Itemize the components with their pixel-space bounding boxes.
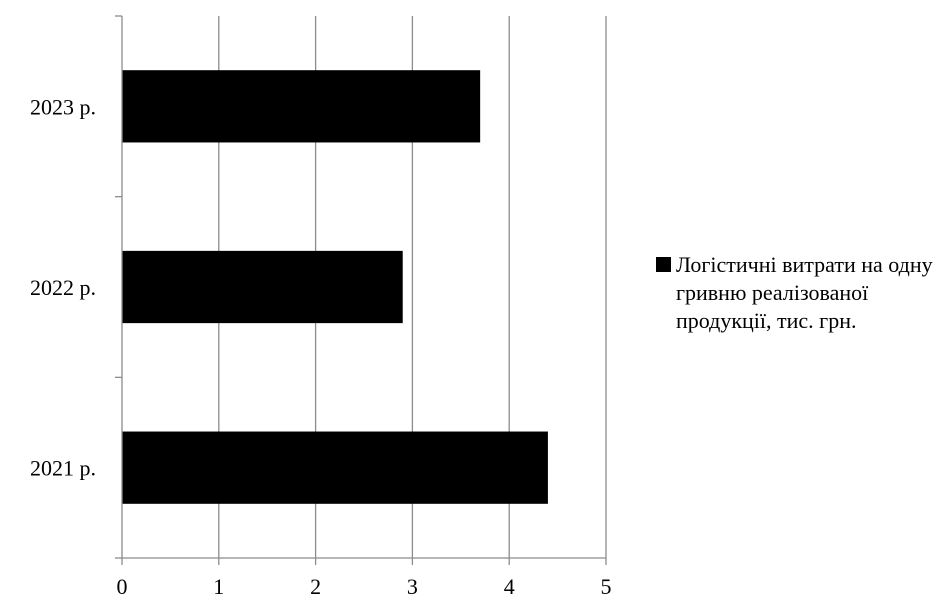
bar — [122, 431, 548, 504]
legend-label: Логістичні витрати на одну гривню реаліз… — [676, 252, 933, 333]
y-axis-category-labels: 2021 р. 2022 р. 2023 р. — [30, 94, 96, 480]
x-tick-label: 1 — [213, 574, 224, 599]
y-category-label: 2021 р. — [30, 456, 96, 481]
x-tick-label: 4 — [504, 574, 515, 599]
legend: Логістичні витрати на одну гривню реаліз… — [656, 251, 943, 335]
x-tick-label: 5 — [601, 574, 612, 599]
y-category-label: 2023 р. — [30, 94, 96, 119]
axes — [115, 15, 607, 565]
bar — [122, 250, 403, 324]
y-category-label: 2022 р. — [30, 275, 96, 300]
bar — [122, 70, 481, 143]
x-tick-label: 3 — [407, 574, 418, 599]
legend-swatch — [656, 257, 671, 272]
x-tick-label: 0 — [117, 574, 128, 599]
bars-group — [122, 70, 548, 504]
x-tick-label: 2 — [310, 574, 321, 599]
x-axis-tick-labels: 0 1 2 3 4 5 — [117, 574, 612, 599]
